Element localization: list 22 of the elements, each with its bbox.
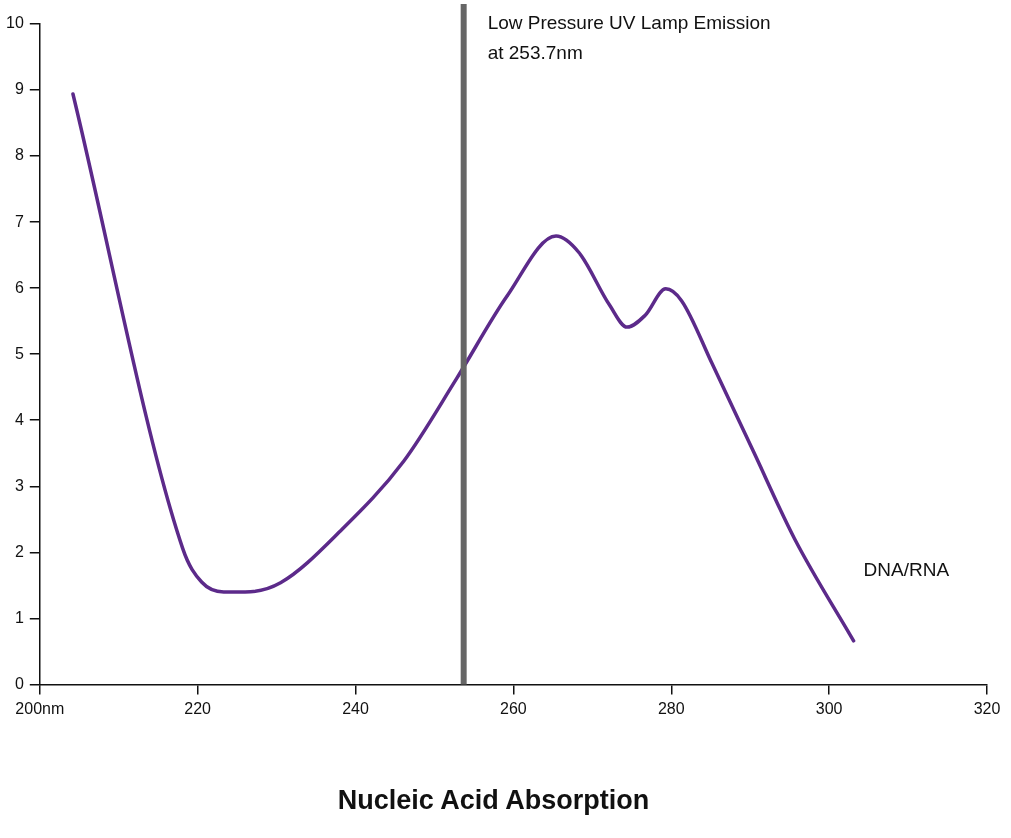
x-tick-label: 220 (184, 700, 212, 718)
y-tick-label: 0 (14, 674, 24, 692)
y-tick-label: 4 (14, 410, 24, 428)
ref-line-label: Low Pressure UV Lamp Emission at 253.7nm (487, 11, 771, 63)
x-tick-label: 320 (973, 700, 1001, 718)
x-tick-label: 280 (657, 700, 685, 718)
y-tick-label: 1 (14, 608, 24, 626)
line-series (71, 92, 856, 643)
y-tick-label: 3 (14, 476, 24, 494)
x-tick-label: 240 (342, 700, 369, 718)
y-tick-label: 9 (14, 80, 24, 98)
y-tick-label: 5 (14, 344, 24, 362)
text: DNA/RNA (863, 559, 950, 581)
y-tick-label: 10 (6, 14, 24, 32)
y-tick-label: 8 (14, 146, 24, 164)
text: Nucleic Acid Absorption (337, 785, 650, 816)
y-tick-label: 2 (14, 542, 24, 560)
y-tick-label: 7 (14, 212, 24, 230)
x-tick-label: 300 (815, 700, 843, 718)
x-tick-label: 260 (500, 700, 527, 718)
y-tick-label: 6 (14, 278, 24, 296)
x-tick-label: 200nm (15, 700, 65, 718)
